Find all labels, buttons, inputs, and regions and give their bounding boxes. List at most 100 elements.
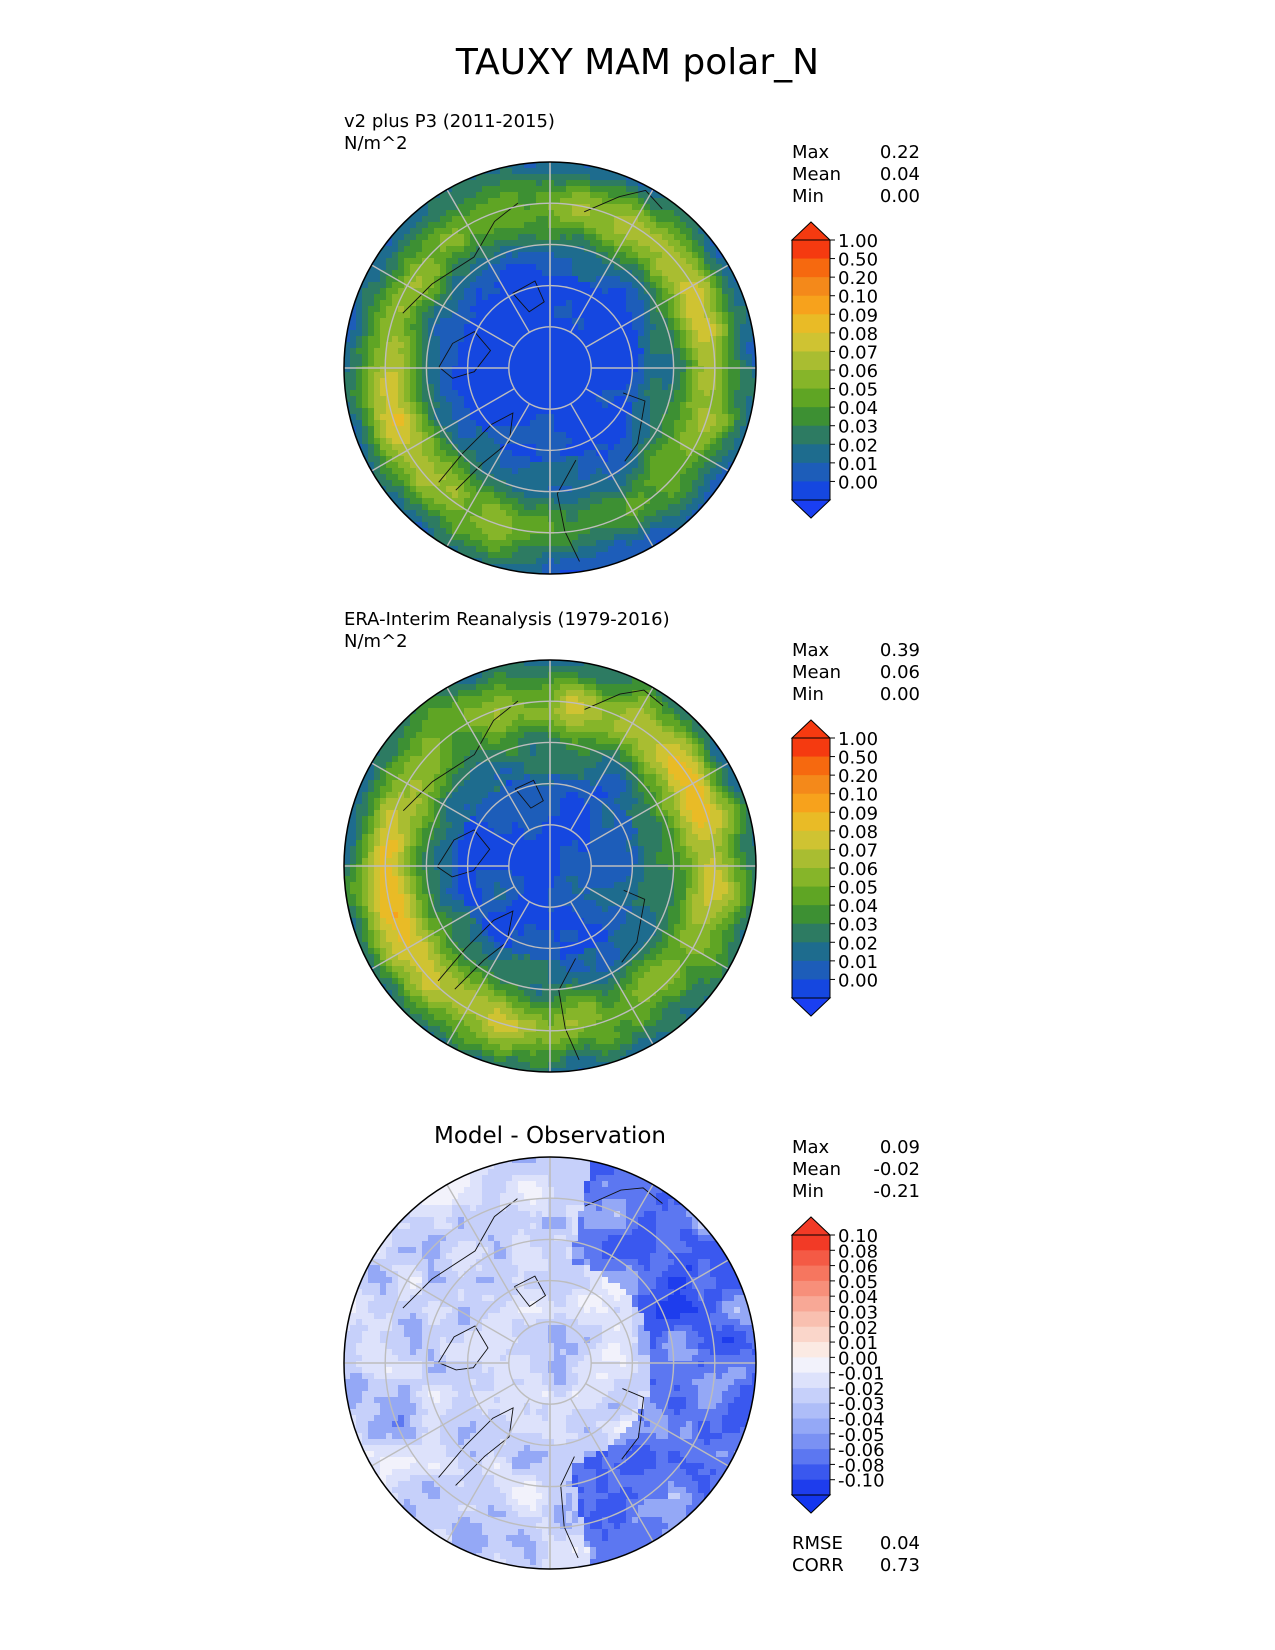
map-cell [506,486,513,493]
map-cell [392,480,399,487]
map-cell [494,708,501,715]
map-cell [614,354,621,361]
map-cell [572,462,579,469]
map-cell [392,240,399,247]
map-cell [626,438,633,445]
map-cell [356,384,363,391]
map-cell [542,402,549,409]
map-cell [500,480,507,487]
map-cell [542,672,549,679]
map-cell [602,294,609,301]
map-cell [680,318,687,325]
map-cell [530,378,537,385]
map-cell [500,426,507,433]
map-cell [638,498,645,505]
map-cell [644,258,651,265]
map-cell [440,384,447,391]
map-cell [530,696,537,703]
map-cell [680,492,687,499]
map-cell [434,498,441,505]
map-cell [578,396,585,403]
map-cell [536,762,543,769]
map-cell [530,210,537,217]
map-cell [368,402,375,409]
map-cell [680,510,687,517]
map-cell [668,726,675,733]
map-cell [548,408,555,415]
map-cell [692,492,699,499]
map-cell [500,372,507,379]
map-cell [410,252,417,259]
map-cell [620,330,627,337]
map-cell [632,360,639,367]
map-cell [602,390,609,397]
map-cell [632,486,639,493]
map-cell [632,372,639,379]
map-cell [488,228,495,235]
map-cell [566,228,573,235]
map-cell [494,210,501,217]
map-cell [554,168,561,175]
map-cell [620,552,627,559]
map-cell [524,270,531,277]
map-cell [632,456,639,463]
map-cell [614,234,621,241]
map-cell [386,420,393,427]
map-cell [494,534,501,541]
map-cell [746,414,753,421]
stat-max: Max 0.22 [792,142,920,164]
map-cell [668,522,675,529]
map-cell [452,216,459,223]
map-cell [368,774,375,781]
map-cell [650,384,657,391]
map-cell [488,216,495,223]
map-cell [512,558,519,565]
map-cell [734,372,741,379]
map-cell [650,300,657,307]
map-cell [542,264,549,271]
map-cell [542,390,549,397]
map-cell [404,234,411,241]
map-cell [476,282,483,289]
map-cell [530,738,537,745]
map-cell [602,660,609,667]
map-border [343,161,757,575]
map-cell [644,468,651,475]
map-cell [662,384,669,391]
map-cell [524,258,531,265]
map-cell [500,726,507,733]
map-cell [560,474,567,481]
map-cell [590,492,597,499]
map-cell [482,426,489,433]
map-cell [656,696,663,703]
map-cell [518,498,525,505]
map-cell [626,498,633,505]
map-cell [440,456,447,463]
map-cell [536,660,543,667]
map-cell [428,324,435,331]
map-cell [650,264,657,271]
map-cell [356,330,363,337]
map-cell [650,222,657,229]
map-cell [518,546,525,553]
map-cell [650,714,657,721]
map-cell [614,288,621,295]
map-cell [434,696,441,703]
map-cell [554,558,561,565]
map-cell [542,678,549,685]
map-cell [596,324,603,331]
map-cell [608,672,615,679]
map-cell [614,528,621,535]
map-cell [422,252,429,259]
map-cell [368,750,375,757]
map-cell [416,348,423,355]
map-cell [704,366,711,373]
map-cell [536,750,543,757]
map-cell [692,342,699,349]
map-cell [482,702,489,709]
map-cell [680,750,687,757]
map-cell [512,276,519,283]
map-cell [632,510,639,517]
map-cell [458,528,465,535]
map-cell [596,714,603,721]
